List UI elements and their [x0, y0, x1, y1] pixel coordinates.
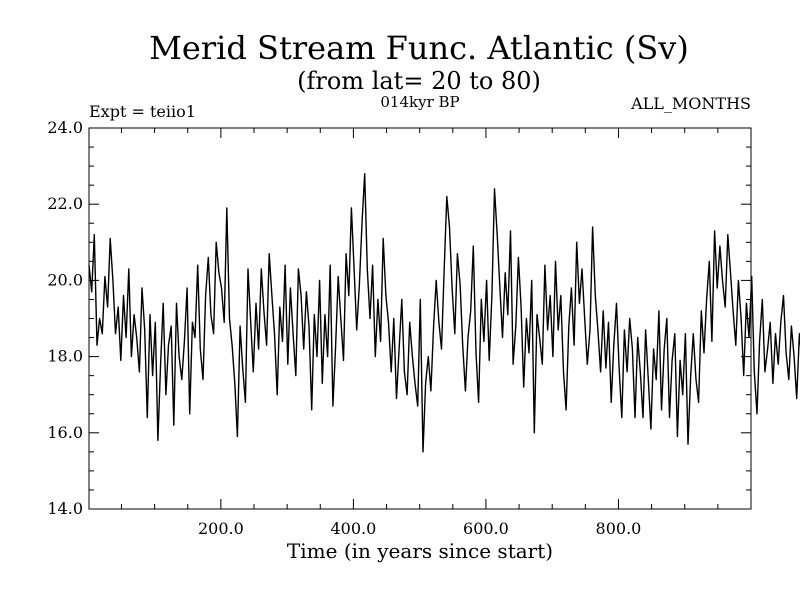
x-tick-label: 200.0 [198, 519, 244, 538]
plot-frame [88, 127, 752, 510]
y-tick-label: 20.0 [47, 270, 83, 289]
x-tick-label: 600.0 [463, 519, 509, 538]
chart-subtitle: (from lat= 20 to 80) [297, 67, 541, 95]
x-axis-label: Time (in years since start) [287, 539, 553, 563]
y-tick-label: 16.0 [47, 423, 83, 442]
y-tick-label: 24.0 [47, 118, 83, 137]
y-tick-label: 18.0 [47, 347, 83, 366]
chart-title: Merid Stream Func. Atlantic (Sv) [149, 29, 689, 67]
experiment-label: Expt = teiio1 [89, 102, 196, 121]
x-tick-label: 800.0 [596, 519, 642, 538]
period-label: 014kyr BP [380, 93, 459, 111]
y-tick-label: 22.0 [47, 194, 83, 213]
y-tick-label: 14.0 [47, 499, 83, 518]
months-label: ALL_MONTHS [630, 94, 751, 113]
series-line-meridional-stream-function [88, 173, 800, 453]
x-tick-label: 400.0 [330, 519, 376, 538]
axis-tick-labels: 14.0 16.0 18.0 20.0 22.0 24.0 200.0 400.0 600.0 8… [47, 118, 641, 538]
